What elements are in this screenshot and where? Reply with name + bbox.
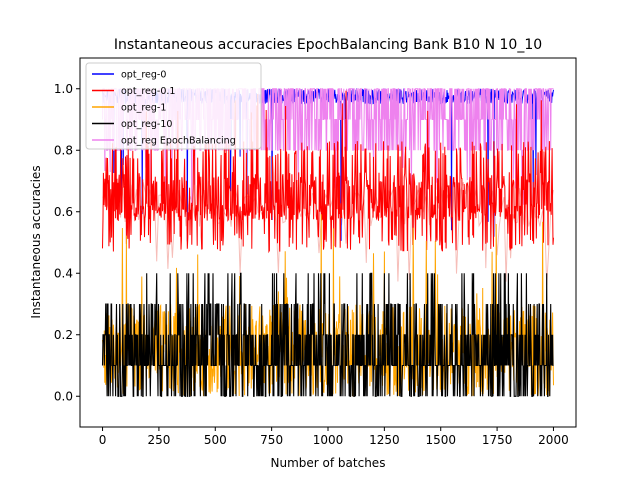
legend: opt_reg-0 opt_reg-0.1 opt_reg-1 opt_reg-10o… <box>85 62 262 150</box>
x-tick-label: 0 <box>99 433 107 447</box>
legend-label: opt_reg-0 <box>121 70 166 81</box>
y-tick-label: 1.0 <box>54 82 73 96</box>
legend-box <box>85 62 262 150</box>
x-tick-label: 250 <box>147 433 170 447</box>
y-tick-label: 0.2 <box>54 328 73 342</box>
x-tick-label: 2000 <box>538 433 569 447</box>
y-tick-label: 0.6 <box>54 205 73 219</box>
x-tick-label: 750 <box>260 433 283 447</box>
y-tick-label: 0.4 <box>54 266 73 280</box>
legend-label: opt_reg EpochBalancing <box>121 136 236 147</box>
x-axis-label: Number of batches <box>271 456 386 470</box>
x-tick-label: 1250 <box>369 433 400 447</box>
x-tick-label: 500 <box>204 433 227 447</box>
x-axis: 0 250 500 750 1000 1250 1500 1750 2000 <box>99 427 569 447</box>
legend-label: opt_reg-10 <box>121 119 172 130</box>
x-tick-label: 1000 <box>313 433 344 447</box>
x-tick-label: 1750 <box>482 433 513 447</box>
legend-items: opt_reg-0 opt_reg-0.1 opt_reg-1 opt_reg-10o… <box>92 70 236 147</box>
y-axis: 0.0 0.2 0.4 0.6 0.8 1.0 <box>54 82 80 403</box>
x-tick-label: 1500 <box>425 433 456 447</box>
y-tick-label: 0.8 <box>54 143 73 157</box>
legend-label: opt_reg-0.1 <box>121 86 175 97</box>
y-axis-label: Instantaneous accuracies <box>29 165 43 318</box>
y-tick-label: 0.0 <box>54 389 73 403</box>
legend-label: opt_reg-1 <box>121 103 166 114</box>
series-line-3 <box>101 272 554 397</box>
chart-title: Instantaneous accuracies EpochBalancing … <box>114 37 542 53</box>
